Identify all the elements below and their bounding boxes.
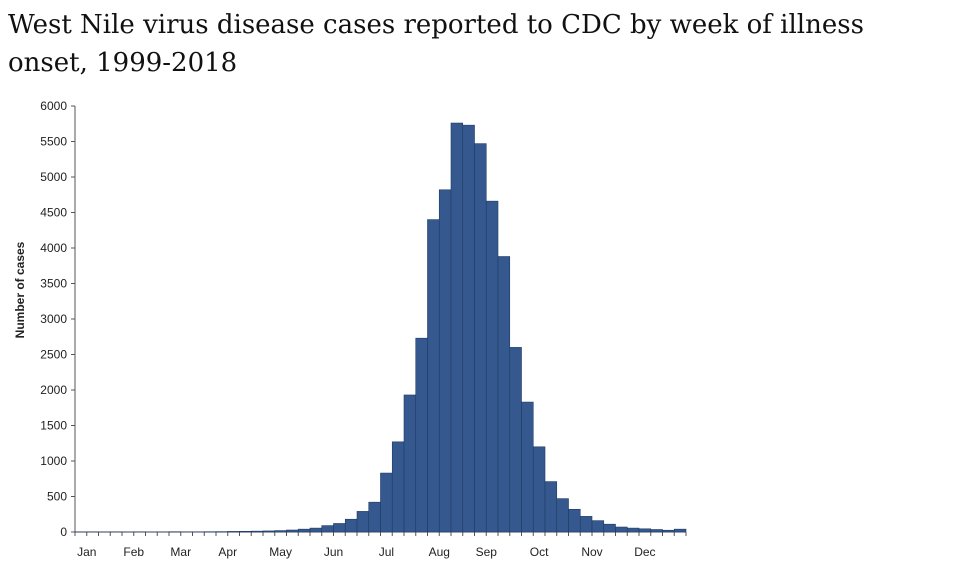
y-tick-label: 2000 bbox=[40, 383, 67, 397]
bar-week-22 bbox=[321, 525, 334, 533]
bar-week-24 bbox=[344, 518, 358, 533]
x-month-label-sep: Sep bbox=[476, 545, 498, 559]
bar-week-18 bbox=[274, 530, 287, 533]
bar-week-49 bbox=[638, 528, 652, 533]
bar-week-43 bbox=[568, 508, 581, 533]
y-axis-tick-labels: 0 500 1000 1500 2000 2500 3000 3500 4000 4500 5000… bbox=[40, 99, 67, 539]
bar-week-38 bbox=[509, 347, 522, 533]
bar-week-17 bbox=[262, 530, 276, 533]
y-axis-title: Number of cases bbox=[13, 241, 27, 338]
bar-week-16 bbox=[250, 530, 264, 533]
bar-week-40 bbox=[532, 446, 546, 533]
x-month-label-may: May bbox=[269, 545, 292, 559]
bar-week-51 bbox=[662, 529, 675, 533]
bar-week-23 bbox=[333, 523, 346, 533]
x-month-label-nov: Nov bbox=[581, 545, 602, 559]
bar-week-19 bbox=[286, 529, 299, 533]
bar-week-46 bbox=[603, 523, 616, 533]
bar-week-32 bbox=[438, 189, 452, 533]
bar-week-31 bbox=[427, 219, 440, 533]
bar-week-37 bbox=[497, 256, 511, 533]
bar-week-33 bbox=[450, 122, 464, 533]
y-tick-label: 6000 bbox=[40, 99, 67, 113]
bar-week-25 bbox=[356, 511, 370, 533]
bar-week-14 bbox=[227, 531, 240, 533]
x-month-label-apr: Apr bbox=[218, 545, 237, 559]
y-tick-label: 3000 bbox=[40, 312, 67, 326]
y-tick-label: 5500 bbox=[40, 135, 67, 149]
bar-week-15 bbox=[239, 530, 252, 533]
y-tick-label: 500 bbox=[47, 490, 67, 504]
chart-axes bbox=[71, 105, 687, 536]
bar-series bbox=[74, 122, 687, 533]
bar-week-20 bbox=[297, 528, 311, 533]
y-tick-label: 3500 bbox=[40, 277, 67, 291]
x-month-label-aug: Aug bbox=[429, 545, 450, 559]
bar-week-42 bbox=[556, 498, 569, 533]
y-tick-label: 0 bbox=[60, 525, 67, 539]
bar-week-28 bbox=[391, 441, 405, 533]
bar-week-27 bbox=[380, 472, 393, 533]
x-month-label-jun: Jun bbox=[324, 545, 343, 559]
bar-week-35 bbox=[474, 143, 487, 533]
bar-week-39 bbox=[521, 401, 534, 533]
y-tick-label: 2500 bbox=[40, 348, 67, 362]
x-month-label-jul: Jul bbox=[379, 545, 394, 559]
bar-week-45 bbox=[591, 520, 605, 533]
bar-week-29 bbox=[403, 394, 417, 533]
y-tick-label: 5000 bbox=[40, 170, 67, 184]
y-tick-label: 4500 bbox=[40, 206, 67, 220]
bar-week-30 bbox=[415, 337, 428, 533]
x-month-label-dec: Dec bbox=[634, 545, 655, 559]
bar-week-26 bbox=[368, 501, 381, 533]
x-month-label-jan: Jan bbox=[77, 545, 96, 559]
x-month-label-oct: Oct bbox=[530, 545, 549, 559]
bar-week-48 bbox=[626, 527, 640, 533]
bar-week-34 bbox=[462, 124, 475, 533]
x-month-label-mar: Mar bbox=[170, 545, 191, 559]
y-tick-label: 1000 bbox=[40, 454, 67, 468]
x-axis-month-labels: Jan Feb Mar Apr May Jun Jul Aug Sep Oct Nov Dec bbox=[77, 545, 655, 559]
bar-week-52 bbox=[673, 528, 687, 533]
bar-week-44 bbox=[579, 516, 593, 533]
y-tick-label: 1500 bbox=[40, 419, 67, 433]
x-month-label-feb: Feb bbox=[123, 545, 144, 559]
bar-week-21 bbox=[309, 527, 323, 533]
bar-week-47 bbox=[615, 526, 628, 533]
y-tick-label: 4000 bbox=[40, 241, 67, 255]
bar-week-41 bbox=[544, 481, 558, 533]
bar-week-36 bbox=[485, 200, 499, 533]
chart-title: West Nile virus disease cases reported t… bbox=[8, 10, 864, 78]
bar-week-50 bbox=[650, 529, 663, 533]
